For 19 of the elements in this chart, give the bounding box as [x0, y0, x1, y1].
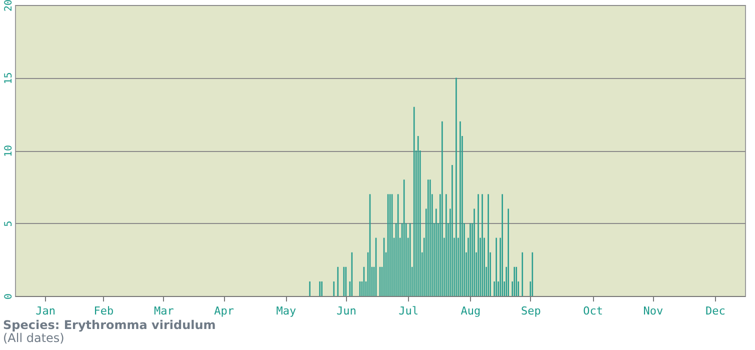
- text: (All dates): [3, 331, 64, 345]
- y-tick-label: 10: [4, 144, 14, 158]
- x-tick-label: Sep: [520, 304, 541, 318]
- x-tick-label: Oct: [583, 304, 604, 318]
- x-tick-label: Apr: [214, 304, 234, 318]
- x-tick-label: Feb: [94, 304, 114, 318]
- x-tick-label: Mar: [154, 304, 174, 318]
- y-tick-label: 15: [4, 72, 14, 84]
- x-tick-label: Dec: [705, 304, 726, 318]
- x-tick-label: Nov: [643, 304, 664, 318]
- x-tick-label: May: [276, 304, 297, 318]
- x-tick-label: Jul: [398, 304, 419, 318]
- x-tick-label: Jun: [336, 304, 356, 318]
- text: Species: Erythromma viridulum: [3, 318, 216, 332]
- x-tick-label: Aug: [460, 304, 481, 318]
- y-tick-label: 5: [4, 220, 14, 227]
- y-tick-label: 0: [4, 293, 14, 300]
- y-tick-label: 20: [4, 0, 14, 12]
- x-tick-label: Jan: [36, 304, 56, 318]
